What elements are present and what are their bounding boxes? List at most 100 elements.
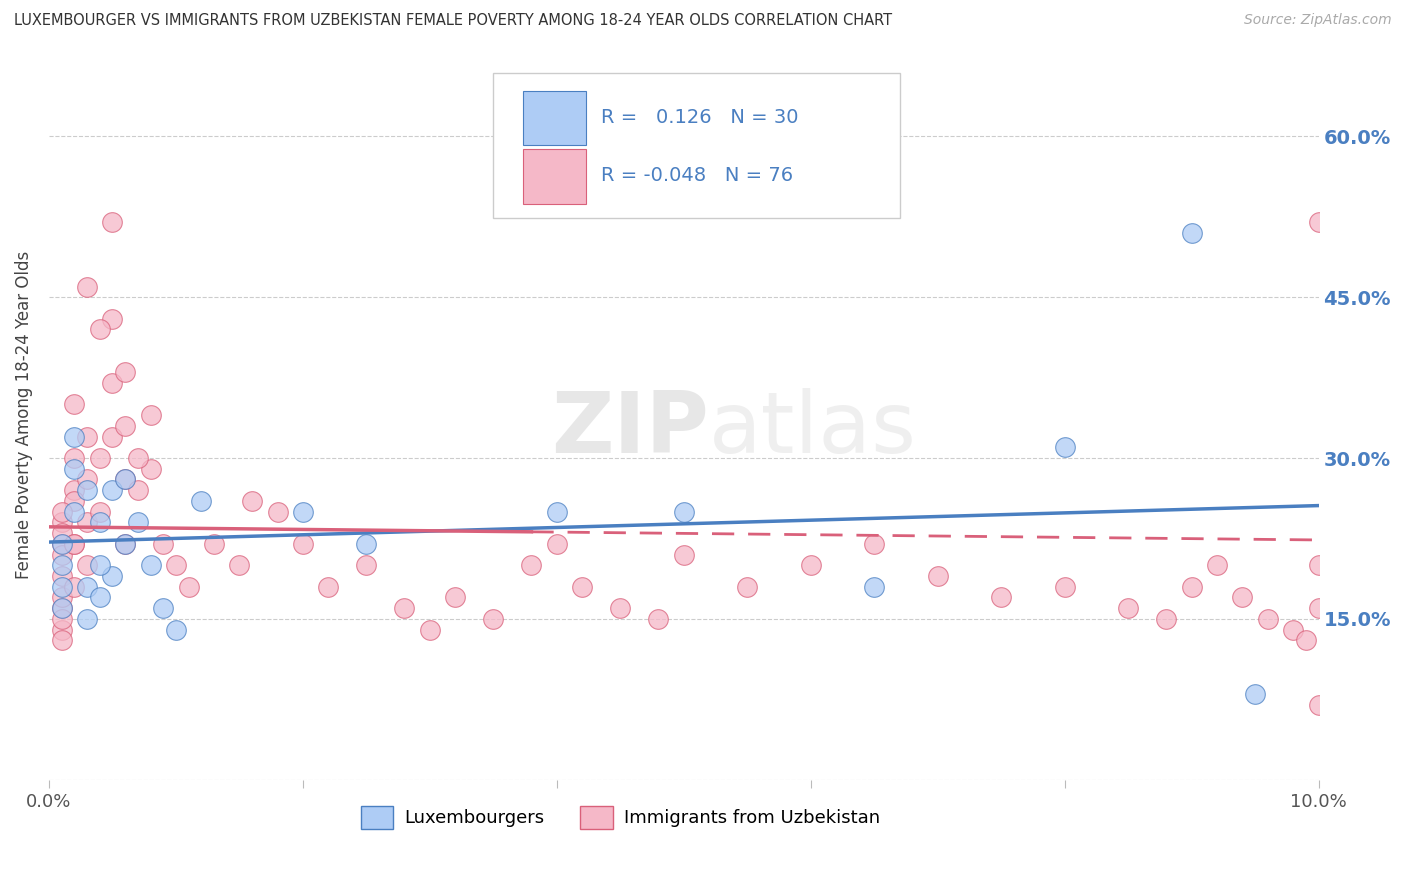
Point: [63, 450, 86, 465]
Point: [76, 473, 98, 487]
Point: [89, 322, 111, 336]
Point: [546, 505, 568, 519]
Point: [672, 505, 695, 519]
Point: [139, 461, 162, 475]
Point: [190, 494, 212, 508]
Point: [1295, 633, 1317, 648]
Point: [101, 376, 124, 390]
Point: [101, 311, 124, 326]
Point: [356, 537, 378, 551]
Point: [571, 580, 593, 594]
Point: [51, 580, 73, 594]
Point: [394, 601, 416, 615]
Text: R =   0.126   N = 30: R = 0.126 N = 30: [602, 108, 799, 127]
Point: [165, 623, 187, 637]
Point: [127, 516, 149, 530]
Point: [240, 494, 263, 508]
Point: [520, 558, 543, 573]
Legend: Luxembourgers, Immigrants from Uzbekistan: Luxembourgers, Immigrants from Uzbekista…: [353, 798, 887, 836]
Point: [419, 623, 441, 637]
Point: [800, 558, 823, 573]
Point: [63, 580, 86, 594]
Point: [51, 601, 73, 615]
Point: [114, 365, 136, 379]
Point: [51, 569, 73, 583]
Point: [51, 516, 73, 530]
Point: [927, 569, 949, 583]
Point: [51, 526, 73, 541]
Point: [291, 505, 314, 519]
Point: [609, 601, 631, 615]
Point: [63, 537, 86, 551]
Point: [1257, 612, 1279, 626]
Point: [1206, 558, 1229, 573]
Point: [1244, 687, 1267, 701]
Point: [63, 429, 86, 443]
Point: [127, 450, 149, 465]
Text: LUXEMBOURGER VS IMMIGRANTS FROM UZBEKISTAN FEMALE POVERTY AMONG 18-24 YEAR OLDS : LUXEMBOURGER VS IMMIGRANTS FROM UZBEKIST…: [14, 13, 893, 29]
Point: [546, 537, 568, 551]
Point: [316, 580, 339, 594]
Point: [89, 450, 111, 465]
Point: [1282, 623, 1305, 637]
Point: [990, 591, 1012, 605]
Point: [51, 537, 73, 551]
Point: [76, 483, 98, 498]
Point: [202, 537, 225, 551]
FancyBboxPatch shape: [523, 91, 586, 145]
Y-axis label: Female Poverty Among 18-24 Year Olds: Female Poverty Among 18-24 Year Olds: [15, 251, 32, 579]
Point: [1116, 601, 1139, 615]
Point: [444, 591, 467, 605]
Point: [1156, 612, 1178, 626]
Point: [51, 601, 73, 615]
Point: [672, 548, 695, 562]
Point: [228, 558, 250, 573]
Point: [76, 558, 98, 573]
FancyBboxPatch shape: [494, 72, 900, 219]
Point: [63, 537, 86, 551]
Point: [51, 548, 73, 562]
Point: [735, 580, 758, 594]
Point: [76, 279, 98, 293]
Point: [1181, 226, 1204, 240]
Point: [51, 591, 73, 605]
Point: [89, 505, 111, 519]
FancyBboxPatch shape: [523, 149, 586, 203]
Point: [356, 558, 378, 573]
Point: [165, 558, 187, 573]
Point: [1308, 698, 1330, 712]
Point: [76, 429, 98, 443]
Point: [51, 505, 73, 519]
Point: [101, 569, 124, 583]
Point: [1181, 580, 1204, 594]
Point: [63, 483, 86, 498]
Point: [63, 461, 86, 475]
Point: [51, 537, 73, 551]
Point: [114, 537, 136, 551]
Point: [63, 397, 86, 411]
Point: [51, 558, 73, 573]
Point: [89, 591, 111, 605]
Point: [51, 612, 73, 626]
Point: [1308, 558, 1330, 573]
Point: [647, 612, 669, 626]
Text: ZIP: ZIP: [551, 388, 709, 471]
Point: [1232, 591, 1254, 605]
Point: [114, 418, 136, 433]
Point: [152, 537, 174, 551]
Point: [1053, 580, 1076, 594]
Point: [63, 505, 86, 519]
Text: Source: ZipAtlas.com: Source: ZipAtlas.com: [1244, 13, 1392, 28]
Point: [114, 473, 136, 487]
Point: [266, 505, 288, 519]
Point: [63, 494, 86, 508]
Point: [127, 483, 149, 498]
Point: [101, 215, 124, 229]
Point: [114, 537, 136, 551]
Point: [139, 408, 162, 422]
Text: R = -0.048   N = 76: R = -0.048 N = 76: [602, 166, 793, 185]
Point: [76, 516, 98, 530]
Point: [101, 483, 124, 498]
Point: [1053, 440, 1076, 454]
Point: [863, 537, 886, 551]
